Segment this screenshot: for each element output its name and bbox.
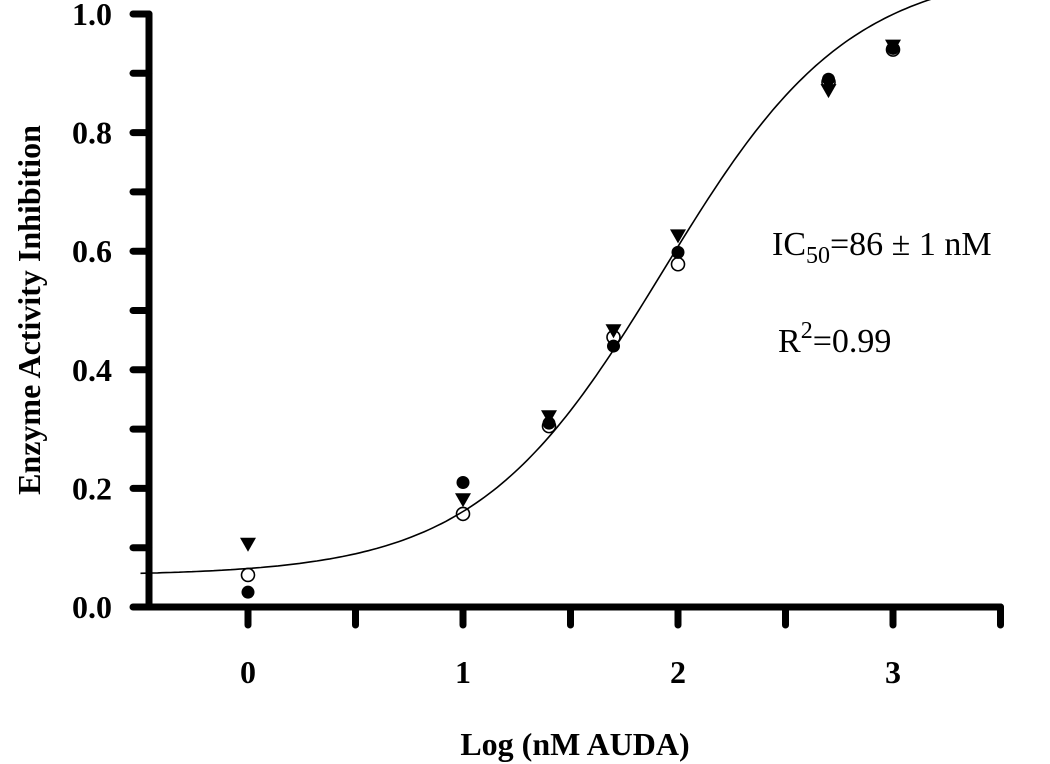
y-tick-label: 0.4	[72, 352, 112, 388]
triangle-point	[541, 410, 557, 425]
x-tick-label: 3	[885, 654, 901, 690]
ic50-annotation: IC50=86 ± 1 nM	[772, 226, 992, 269]
y-tick-label: 0.8	[72, 115, 112, 151]
x-axis	[132, 603, 1004, 629]
filled-circle-point	[241, 585, 255, 599]
x-tick-label: 2	[670, 654, 686, 690]
y-tick-label: 0.6	[72, 233, 112, 269]
y-axis-title: Enzyme Activity Inhibition	[11, 125, 47, 495]
triangle-point	[670, 229, 686, 244]
r-squared-annotation: R2=0.99	[778, 318, 891, 360]
open-circle-point	[670, 256, 686, 272]
x-tick-label: 0	[240, 654, 256, 690]
y-tick-label: 0.0	[72, 589, 112, 625]
triangle-point	[885, 39, 901, 54]
y-tick-labels: 0.0 0.2 0.4 0.6 0.8 1.0	[72, 0, 112, 625]
triangle-point	[820, 84, 837, 99]
y-tick-label: 0.2	[72, 470, 112, 506]
data-points	[240, 39, 901, 599]
filled-circle-point	[456, 475, 470, 489]
open-circle-point	[240, 567, 256, 583]
triangle-point	[455, 493, 471, 508]
x-tick-labels: 0 1 2 3	[240, 654, 901, 690]
fit-curve	[140, 0, 932, 575]
y-tick-label: 1.0	[72, 0, 112, 32]
open-circle-point	[455, 506, 471, 522]
triangle-point	[240, 537, 256, 552]
filled-circle-point	[671, 245, 685, 259]
y-axis	[129, 10, 153, 611]
x-axis-title: Log (nM AUDA)	[460, 726, 689, 762]
filled-circle-point	[822, 72, 835, 86]
triangle-point	[605, 324, 622, 339]
x-tick-label: 1	[455, 654, 471, 690]
